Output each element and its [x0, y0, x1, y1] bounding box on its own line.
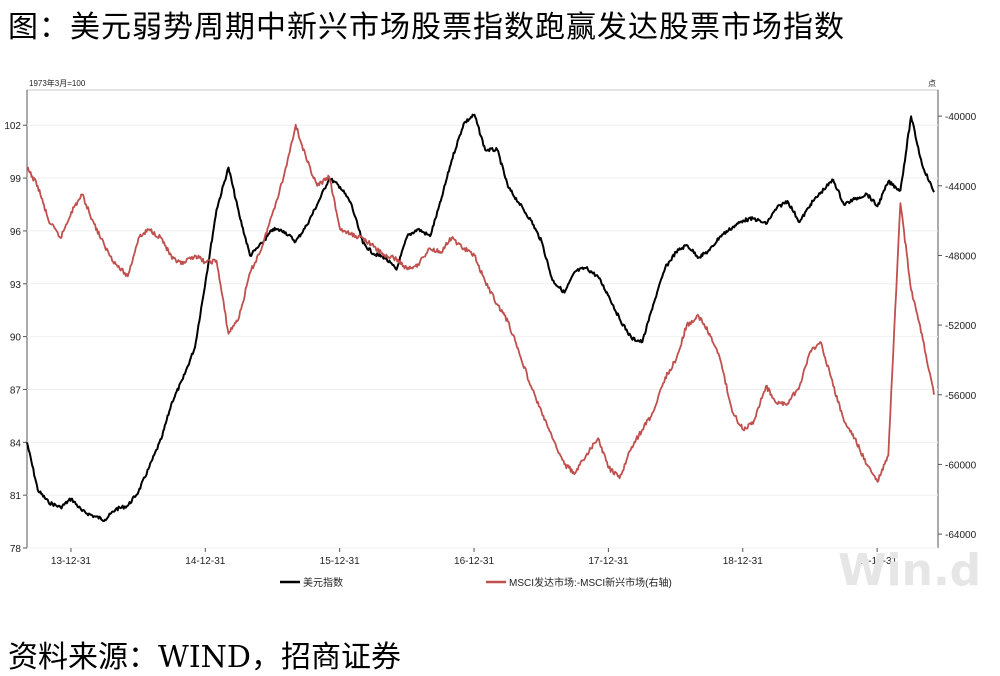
x-tick-label: 16-12-31 [454, 556, 494, 567]
right-tick-label: -44000 [945, 182, 977, 193]
right-tick-label: -60000 [945, 460, 977, 471]
series-line-usd-index [26, 113, 935, 523]
right-tick-label: -48000 [945, 251, 977, 262]
series-line-msci-spread [26, 123, 935, 483]
plot-frame [26, 89, 939, 549]
right-tick-label: -40000 [945, 112, 977, 123]
series-layer [26, 113, 935, 523]
x-tick-label: 19-12-31 [857, 556, 897, 567]
left-tick-label: 99 [10, 174, 22, 185]
x-tick-label: 18-12-31 [723, 556, 763, 567]
left-tick-label: 81 [10, 491, 22, 502]
left-tick-label: 93 [10, 280, 22, 291]
chart-title: 图：美元弱势周期中新兴市场股票指数跑赢发达股票市场指数 [8, 10, 845, 45]
x-tick-label: 14-12-31 [185, 556, 225, 567]
source-note: 资料来源：WIND，招商证券 [8, 640, 401, 675]
right-tick-label: -56000 [945, 391, 977, 402]
left-axis-unit: 1973年3月=100 [29, 78, 86, 88]
x-tick-label: 13-12-31 [51, 556, 91, 567]
left-tick-label: 96 [10, 227, 22, 238]
right-axis-ticks: -64000 -60000 -56000 -52000 -48000 -44000 -400… [938, 112, 977, 541]
legend-label-msci-spread: MSCI发达市场:-MSCI新兴市场(右轴) [509, 576, 672, 589]
legend-label-usd-index: 美元指数 [303, 576, 343, 589]
right-tick-label: -52000 [945, 321, 977, 332]
left-tick-label: 78 [10, 544, 22, 555]
x-axis-ticks: 13-12-31 14-12-31 15-12-31 16-12-31 17-12-31… [51, 548, 898, 567]
right-tick-label: -64000 [945, 530, 977, 541]
watermark: Win.d [838, 545, 981, 596]
left-tick-label: 102 [4, 121, 21, 132]
left-tick-label: 87 [10, 385, 22, 396]
legend: 美元指数 MSCI发达市场:-MSCI新兴市场(右轴) [280, 576, 672, 589]
x-tick-label: 15-12-31 [320, 556, 360, 567]
left-axis-ticks: 78 81 84 87 90 93 96 99 102 [4, 121, 938, 555]
right-axis-unit: 点 [928, 79, 936, 88]
x-tick-label: 17-12-31 [588, 556, 628, 567]
left-tick-label: 84 [10, 438, 22, 449]
left-tick-label: 90 [10, 333, 22, 344]
